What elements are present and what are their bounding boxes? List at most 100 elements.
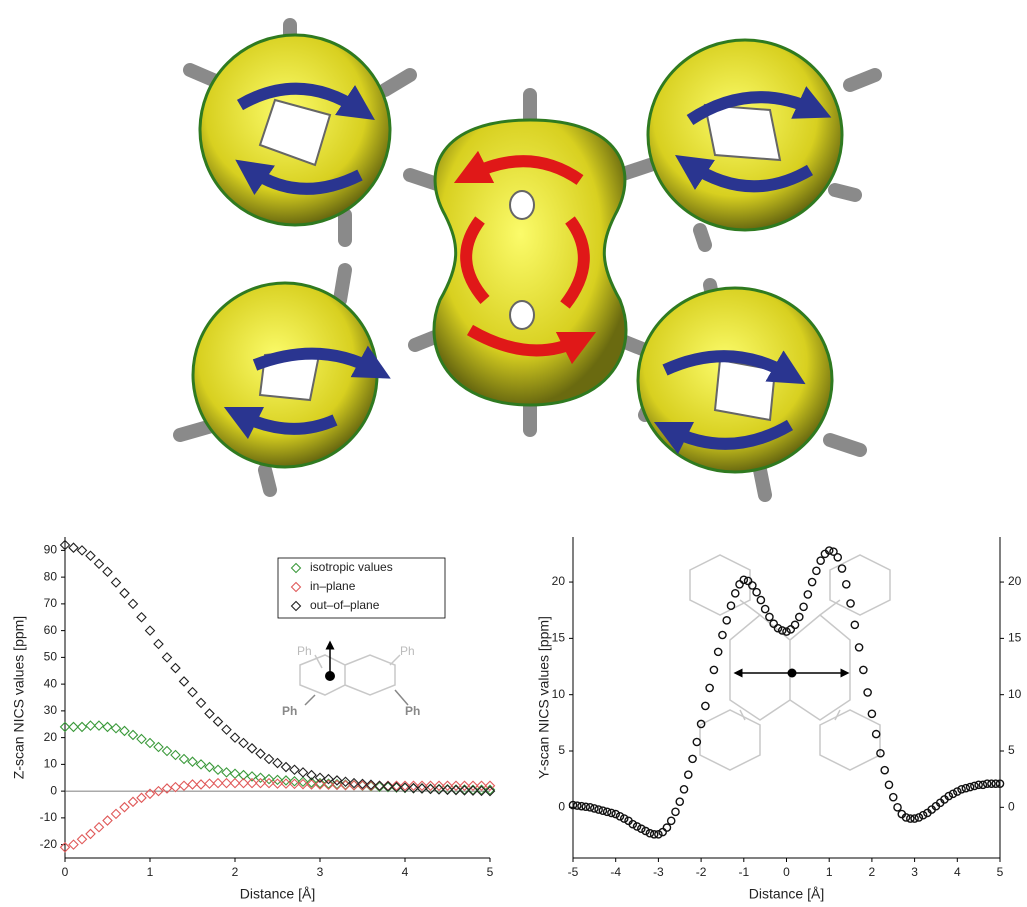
point xyxy=(195,779,207,790)
point xyxy=(807,577,817,587)
point xyxy=(153,785,164,797)
point xyxy=(391,780,402,792)
point xyxy=(68,721,79,733)
point xyxy=(901,813,911,822)
y-tick-label: 10 xyxy=(1008,687,1022,701)
point xyxy=(229,732,241,743)
point xyxy=(987,779,996,788)
point xyxy=(675,797,685,806)
point xyxy=(416,783,428,794)
y-tick-label: 20 xyxy=(552,574,566,588)
series xyxy=(59,539,496,797)
point xyxy=(705,683,714,693)
point xyxy=(195,759,207,770)
point xyxy=(408,780,419,792)
x-axis-label: Distance [Å] xyxy=(749,886,824,902)
point xyxy=(965,782,975,792)
x-tick-label: -3 xyxy=(653,865,664,879)
point xyxy=(641,826,650,836)
point xyxy=(713,647,723,657)
point xyxy=(846,599,855,608)
point xyxy=(399,780,411,792)
point xyxy=(467,780,479,792)
point xyxy=(408,782,419,794)
point xyxy=(187,686,198,698)
point xyxy=(442,784,453,796)
point xyxy=(765,612,774,622)
point xyxy=(272,757,283,769)
point xyxy=(585,803,595,812)
point xyxy=(348,779,360,791)
point xyxy=(263,777,275,789)
point xyxy=(854,643,864,652)
point xyxy=(961,783,971,793)
point xyxy=(204,761,215,773)
point xyxy=(238,777,249,789)
point xyxy=(995,779,1005,788)
legend-label: out–of–plane xyxy=(310,598,380,612)
point xyxy=(119,801,130,813)
y-tick-label: 5 xyxy=(1008,743,1015,757)
y-tick-label: 5 xyxy=(558,743,565,757)
point xyxy=(467,784,479,796)
point xyxy=(645,828,655,838)
point xyxy=(416,780,428,792)
point xyxy=(68,839,79,850)
point xyxy=(357,778,368,790)
series xyxy=(59,777,496,853)
point xyxy=(153,741,164,753)
point xyxy=(944,791,954,801)
point xyxy=(649,830,659,839)
point xyxy=(748,581,757,590)
point xyxy=(144,737,156,749)
point xyxy=(871,729,881,739)
point xyxy=(204,778,215,789)
point xyxy=(696,719,706,729)
point xyxy=(692,737,702,747)
point xyxy=(178,753,190,765)
point xyxy=(568,800,578,810)
point xyxy=(153,638,164,650)
point xyxy=(212,764,224,776)
y-tick-label: 90 xyxy=(44,543,58,557)
x-tick-label: -5 xyxy=(568,865,579,879)
y-tick-label: 50 xyxy=(44,650,58,664)
point xyxy=(272,778,283,789)
point xyxy=(730,589,740,598)
point xyxy=(314,779,326,790)
point xyxy=(110,722,122,734)
y-tick-label: 60 xyxy=(44,623,58,637)
point xyxy=(459,785,470,796)
point xyxy=(204,708,215,719)
point xyxy=(161,652,173,663)
point xyxy=(581,802,591,812)
point xyxy=(773,623,783,633)
point xyxy=(340,779,351,790)
point xyxy=(841,580,851,589)
point xyxy=(289,764,300,776)
point xyxy=(577,801,586,811)
point xyxy=(187,779,198,790)
point xyxy=(970,781,979,791)
point xyxy=(615,812,625,821)
point xyxy=(93,821,105,833)
point xyxy=(365,780,377,792)
point xyxy=(102,566,113,578)
point xyxy=(476,785,487,797)
point xyxy=(221,777,232,789)
point xyxy=(255,772,266,784)
point xyxy=(433,780,445,792)
point xyxy=(760,604,770,614)
point xyxy=(229,768,241,780)
point xyxy=(769,619,778,629)
y-tick-label: 70 xyxy=(44,596,58,610)
point xyxy=(136,792,147,804)
point xyxy=(906,814,915,823)
point xyxy=(238,737,249,749)
x-tick-label: 0 xyxy=(62,865,69,879)
legend-marker xyxy=(290,600,302,612)
point xyxy=(812,566,821,576)
point xyxy=(331,775,343,786)
point xyxy=(263,773,275,785)
point xyxy=(306,777,317,788)
